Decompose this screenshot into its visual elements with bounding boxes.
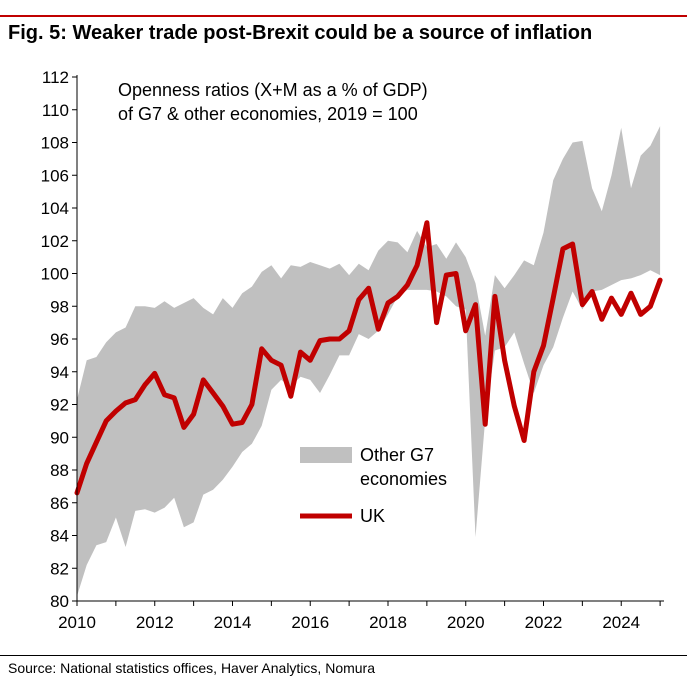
source-note: Source: National statistics offices, Hav… [8,660,376,676]
x-tick-label: 2012 [136,613,174,632]
x-tick-label: 2014 [214,613,252,632]
y-tick-label: 104 [41,199,69,218]
title-rule [0,15,687,17]
annotation-line: Openness ratios (X+M as a % of GDP) [118,80,428,100]
y-tick-label: 86 [50,494,69,513]
line-layer [74,220,663,496]
y-tick-label: 106 [41,166,69,185]
footer-rule [0,655,687,656]
x-tick-label: 2022 [525,613,563,632]
band-layer [77,126,661,597]
x-tick-label: 2010 [58,613,96,632]
legend-label-uk: UK [360,506,385,526]
y-tick-label: 108 [41,134,69,153]
y-tick-label: 80 [50,592,69,611]
legend: Other G7 economies UK [300,445,447,526]
y-tick-label: 94 [50,363,69,382]
y-tick-label: 96 [50,330,69,349]
y-tick-label: 92 [50,396,69,415]
annotation-line: of G7 & other economies, 2019 = 100 [118,104,418,124]
axis-labels: 80 82 84 86 88 90 92 94 96 98 100 102 104 106 108 110 11… [41,68,641,632]
series-line-uk [74,220,663,496]
y-tick-label: 88 [50,461,69,480]
x-tick-label: 2016 [291,613,329,632]
legend-label-other-g7: economies [360,469,447,489]
legend-label-other-g7: Other G7 [360,445,434,465]
y-tick-label: 110 [42,101,69,120]
y-tick-label: 102 [41,232,69,251]
x-tick-label: 2024 [602,613,640,632]
y-tick-label: 98 [50,297,69,316]
figure-title: Fig. 5: Weaker trade post-Brexit could b… [8,22,593,44]
y-tick-label: 100 [41,265,69,284]
openness-chart: 80 82 84 86 88 90 92 94 96 98 100 102 104 106 108 110 11… [41,68,664,632]
x-tick-label: 2020 [447,613,485,632]
axes [72,75,664,606]
x-tick-label: 2018 [369,613,407,632]
y-tick-label: 90 [50,428,69,447]
legend-swatch-band [300,447,352,463]
chart-annotation: Openness ratios (X+M as a % of GDP) of G7… [118,80,428,124]
y-tick-label: 84 [50,527,69,546]
band-other-g7 [77,126,661,597]
y-tick-label: 112 [42,68,69,87]
y-tick-label: 82 [50,559,69,578]
